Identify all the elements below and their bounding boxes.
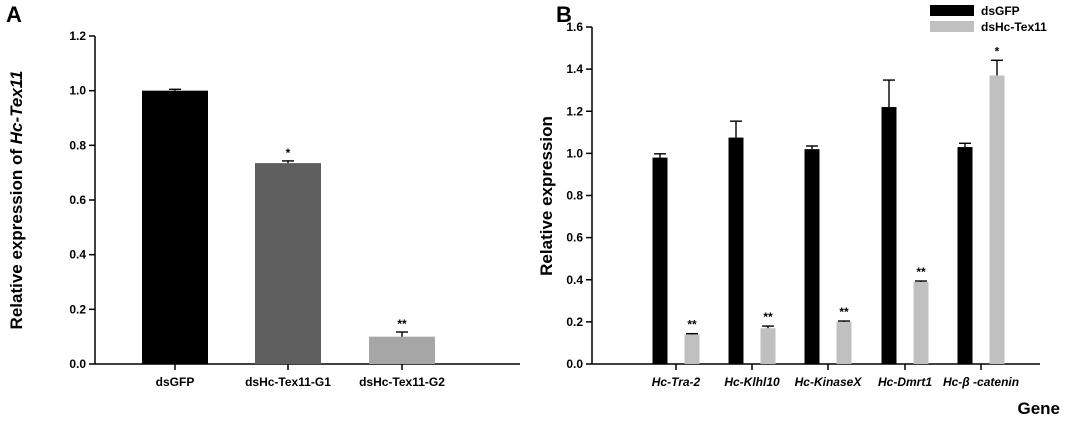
panel-b-bar-hc-klhl10-dshc-tex11 [760,328,776,364]
panel-b-bars: ** Hc-Tra-2 ** Hc-Klhl10 ** Hc-KinaseX ** Hc-Dm… [652,44,1019,389]
panel-a-y-axis-label: Relative expression of Hc-Tex11 [7,71,26,330]
panel-b-category-label-hc-dmrt1: Hc-Dmrt1 [878,375,932,389]
panel-b-significance-hc-klhl10-dshc-tex11: ** [763,310,773,324]
legend-label-dsgfp: dsGFP [981,4,1020,18]
panel-a-category-label-dshc-tex11-g2: dsHc-Tex11-G2 [359,375,445,389]
panel-a-y-ticks: 0.0 0.2 0.4 0.6 0.8 1.0 1.2 [69,29,95,371]
panel-a-category-label-dshc-tex11-g1: dsHc-Tex11-G1 [245,375,331,389]
panel-b-bar-hc-kinasex-dsgfp [804,149,820,364]
legend-swatch-dshc-tex11 [930,21,974,32]
panel-b-significance-hc-catenin-dshc-tex11: * [995,44,1000,58]
panel-a-letter: A [6,2,22,27]
panel-b-significance-hc-dmrt1-dshc-tex11: ** [916,265,926,279]
panel-a-y-tick-label: 0.8 [69,138,86,152]
panel-b-legend: dsGFP dsHc-Tex11 [930,4,1047,34]
panel-b-letter: B [556,2,572,27]
panel-b-error-bar-hc-dmrt1-dshc-tex11 [915,280,927,282]
panel-b-significance-hc-tra-2-dshc-tex11: ** [687,318,697,332]
panel-a-bar-dshc-tex11-g2 [369,336,435,364]
panel-b-error-bar-hc-dmrt1-dsgfp [883,79,895,108]
panel-b-y-tick-label: 1.0 [566,146,583,160]
panel-a-significance-dshc-tex11-g2: ** [397,317,407,331]
panel-b-y-tick-label: 1.4 [566,62,583,76]
panel-b-bar-hc-tra-2-dsgfp [652,157,668,364]
panel-b-y-tick-label: 0.4 [566,273,583,287]
panel-b-significance-hc-kinasex-dshc-tex11: ** [839,305,849,319]
panel-a-y-tick-label: 0.0 [69,357,86,371]
panel-b-y-ticks: 0.0 0.2 0.4 0.6 0.8 1.0 1.2 1.4 1.6 [566,20,592,371]
panel-b-category-label-hc-klhl10: Hc-Klhl10 [724,375,780,389]
panel-a-bar-dsgfp [142,90,208,365]
panel-b-error-bar-hc-klhl10-dshc-tex11 [762,325,774,329]
panel-b-error-bar-hc-kinasex-dsgfp [806,145,818,150]
legend-swatch-dsgfp [930,5,974,16]
panel-a-chart: A 0.0 0.2 0.4 0.6 0.8 1.0 1.2 Relative express… [6,2,520,389]
panel-b-bar-hc-klhl10-dsgfp [728,137,744,364]
panel-b-error-bar-hc-catenin-dshc-tex11 [991,59,1003,76]
panel-a-y-tick-label: 0.4 [69,248,86,262]
panel-b-category-label-hc-catenin: Hc-β -catenin [943,375,1019,389]
panel-b-error-bar-hc-tra-2-dsgfp [654,153,666,158]
panel-b-x-axis-label: Gene [1017,399,1060,418]
panel-b-y-tick-label: 0.0 [566,357,583,371]
panel-b-y-tick-label: 1.2 [566,104,583,118]
legend-label-dshc-tex11: dsHc-Tex11 [981,20,1047,34]
panel-b-bar-hc-dmrt1-dsgfp [881,107,897,364]
panel-a-error-bar-dsgfp [169,88,181,91]
panel-b-bar-hc-catenin-dsgfp [957,147,973,364]
panel-a-category-label-dsgfp: dsGFP [156,375,195,389]
panel-b-error-bar-hc-klhl10-dsgfp [730,120,742,138]
panel-b-bar-hc-catenin-dshc-tex11 [989,75,1005,364]
panel-b-bar-hc-kinasex-dshc-tex11 [836,321,852,364]
panel-a-error-bar-dshc-tex11-g1 [282,160,294,164]
panel-b-category-label-hc-tra-2: Hc-Tra-2 [652,375,701,389]
panel-b-bar-hc-tra-2-dshc-tex11 [684,334,700,364]
panel-a-y-tick-label: 1.2 [69,29,86,43]
panel-b-y-tick-label: 0.2 [566,315,583,329]
panel-a-bars: dsGFP * dsHc-Tex11-G1 ** dsHc-Tex11-G2 [142,88,445,389]
panel-b-error-bar-hc-kinasex-dshc-tex11 [838,320,850,322]
panel-b-y-tick-label: 1.6 [566,20,583,34]
panel-a-y-tick-label: 0.2 [69,302,86,316]
panel-a-significance-dshc-tex11-g1: * [286,146,291,160]
panel-a-error-bar-dshc-tex11-g2 [396,331,408,337]
panel-b-chart: B 0.0 0.2 0.4 0.6 0.8 1.0 1.2 1.4 1.6 Relative e… [537,2,1060,418]
panel-a-y-tick-label: 1.0 [69,84,86,98]
panel-a-bar-dshc-tex11-g1 [255,163,321,364]
panel-b-y-axis-label: Relative expression [537,116,556,276]
panel-b-y-tick-label: 0.8 [566,189,583,203]
panel-b-y-tick-label: 0.6 [566,231,583,245]
panel-b-bar-hc-dmrt1-dshc-tex11 [913,281,929,364]
panel-b-category-label-hc-kinasex: Hc-KinaseX [795,375,863,389]
panel-b-error-bar-hc-tra-2-dshc-tex11 [686,332,698,335]
panel-b-error-bar-hc-catenin-dsgfp [959,142,971,148]
panel-a-y-tick-label: 0.6 [69,193,86,207]
